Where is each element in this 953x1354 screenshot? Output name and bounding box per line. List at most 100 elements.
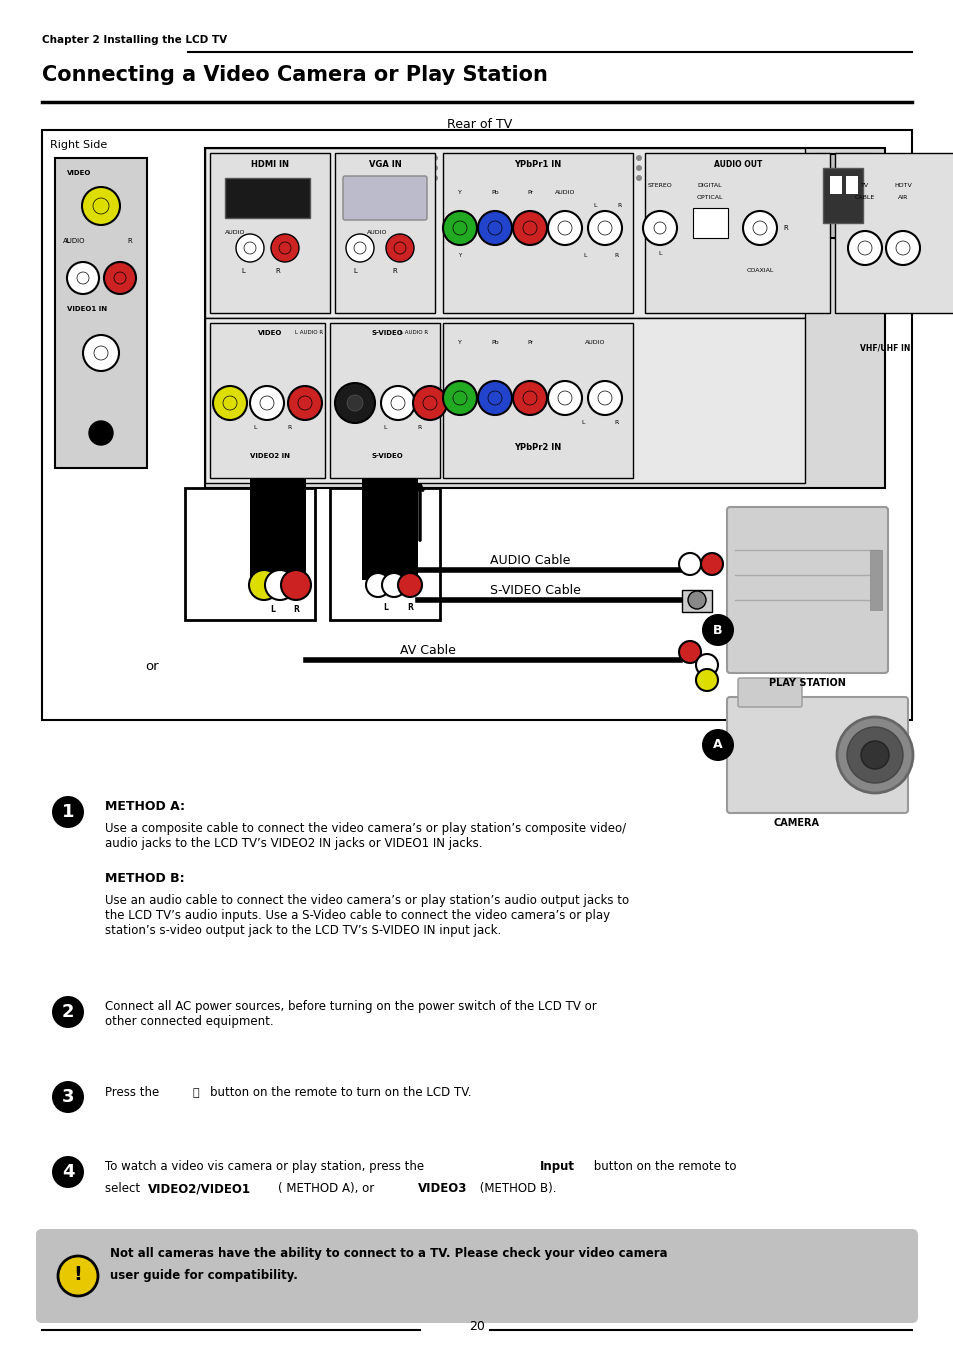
Bar: [822, 168, 862, 223]
Text: L: L: [241, 268, 245, 274]
Circle shape: [468, 154, 474, 161]
Bar: [845, 176, 857, 194]
Text: L AUDIO R: L AUDIO R: [399, 330, 428, 334]
Circle shape: [647, 165, 654, 171]
Circle shape: [522, 221, 537, 236]
Text: R: R: [417, 425, 421, 431]
Circle shape: [612, 165, 618, 171]
Circle shape: [547, 380, 581, 414]
Circle shape: [654, 222, 665, 234]
Circle shape: [552, 154, 558, 161]
Bar: [330, 324, 439, 478]
Circle shape: [885, 232, 919, 265]
Circle shape: [354, 242, 366, 255]
Text: 20: 20: [469, 1320, 484, 1332]
Circle shape: [265, 570, 294, 600]
Circle shape: [647, 154, 654, 161]
Bar: [869, 550, 882, 611]
Circle shape: [443, 154, 450, 161]
Bar: [361, 478, 417, 580]
Circle shape: [453, 221, 467, 236]
Circle shape: [235, 234, 264, 263]
Circle shape: [623, 165, 629, 171]
Circle shape: [271, 234, 298, 263]
Circle shape: [791, 175, 797, 181]
Text: Use a composite cable to connect the video camera’s or play station’s composite : Use a composite cable to connect the vid…: [105, 822, 625, 850]
Circle shape: [755, 175, 761, 181]
Text: To watch a video vis camera or play station, press the: To watch a video vis camera or play stat…: [105, 1160, 428, 1173]
Circle shape: [113, 272, 126, 284]
Circle shape: [67, 263, 99, 294]
Circle shape: [503, 154, 510, 161]
Circle shape: [513, 380, 546, 414]
Text: CABLE: CABLE: [854, 195, 874, 200]
Bar: [692, 209, 727, 238]
Circle shape: [92, 198, 109, 214]
Circle shape: [598, 391, 612, 405]
Circle shape: [696, 669, 718, 691]
Circle shape: [599, 165, 605, 171]
Circle shape: [366, 573, 390, 597]
Circle shape: [612, 175, 618, 181]
Circle shape: [587, 175, 594, 181]
Circle shape: [346, 234, 374, 263]
Circle shape: [767, 165, 773, 171]
Circle shape: [563, 175, 569, 181]
Circle shape: [89, 421, 112, 445]
Circle shape: [52, 997, 84, 1028]
Circle shape: [707, 154, 713, 161]
FancyBboxPatch shape: [36, 1229, 917, 1323]
Circle shape: [278, 242, 291, 255]
Circle shape: [563, 165, 569, 171]
Text: DIGITAL: DIGITAL: [697, 183, 721, 188]
Text: Pb: Pb: [491, 340, 498, 345]
Bar: [834, 153, 953, 313]
Text: AUDIO OUT: AUDIO OUT: [713, 160, 761, 169]
Circle shape: [479, 154, 485, 161]
Text: R: R: [407, 603, 413, 612]
Circle shape: [492, 154, 497, 161]
Text: AV Cable: AV Cable: [399, 645, 456, 657]
Circle shape: [752, 221, 766, 236]
Bar: [644, 153, 829, 313]
Bar: [330, 487, 439, 620]
Circle shape: [696, 154, 701, 161]
Circle shape: [386, 234, 414, 263]
Text: VGA IN: VGA IN: [368, 160, 401, 169]
Text: VHF/UHF IN: VHF/UHF IN: [859, 344, 909, 352]
Text: VIDEO2/VIDEO1: VIDEO2/VIDEO1: [148, 1182, 251, 1196]
Circle shape: [895, 241, 909, 255]
Bar: [205, 318, 804, 483]
Text: Chapter 2 Installing the LCD TV: Chapter 2 Installing the LCD TV: [42, 35, 227, 45]
Circle shape: [453, 391, 467, 405]
Bar: [442, 153, 633, 313]
Circle shape: [52, 1156, 84, 1187]
Text: L: L: [582, 253, 586, 259]
Text: L: L: [580, 420, 584, 425]
Circle shape: [516, 165, 521, 171]
Text: Pb: Pb: [491, 190, 498, 195]
Text: Pr: Pr: [526, 190, 533, 195]
Circle shape: [576, 165, 581, 171]
Circle shape: [587, 211, 621, 245]
Text: Press the: Press the: [105, 1086, 163, 1099]
Circle shape: [576, 175, 581, 181]
Text: button on the remote to: button on the remote to: [589, 1160, 736, 1173]
Text: AUDIO: AUDIO: [366, 230, 387, 236]
Circle shape: [527, 165, 534, 171]
Circle shape: [731, 165, 738, 171]
Circle shape: [539, 175, 545, 181]
Circle shape: [394, 242, 406, 255]
Circle shape: [456, 165, 461, 171]
Circle shape: [104, 263, 136, 294]
Text: Y: Y: [457, 340, 461, 345]
Circle shape: [679, 640, 700, 663]
Bar: [42, 130, 911, 720]
Text: Right Side: Right Side: [50, 139, 107, 150]
Circle shape: [516, 154, 521, 161]
Text: VIDEO3: VIDEO3: [417, 1182, 467, 1196]
Circle shape: [780, 165, 785, 171]
Text: R: R: [288, 425, 292, 431]
Circle shape: [468, 165, 474, 171]
Circle shape: [696, 175, 701, 181]
